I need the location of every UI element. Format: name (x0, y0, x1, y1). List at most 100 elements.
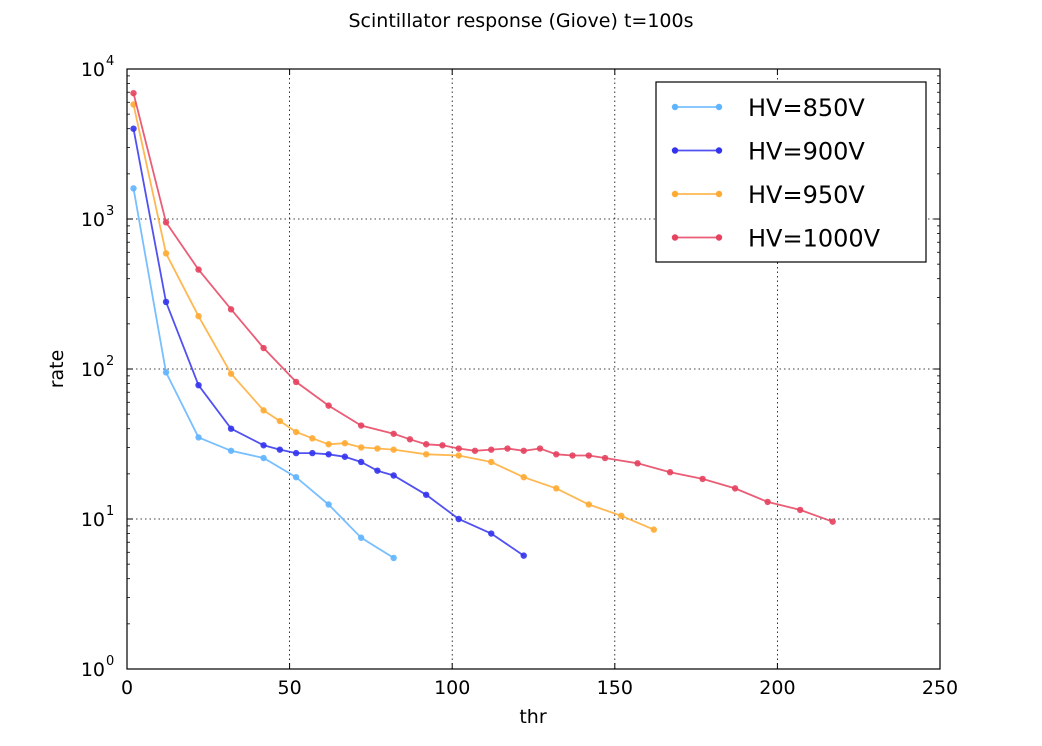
data-point (162, 219, 170, 226)
data-point (195, 381, 202, 389)
y-tick-exponent: 1 (106, 504, 114, 519)
legend-entry: HV=900V (671, 138, 865, 166)
data-point (471, 447, 479, 454)
data-point (422, 441, 430, 448)
legend-entry: HV=950V (671, 181, 865, 209)
legend-marker (671, 103, 679, 111)
data-point (666, 469, 674, 476)
legend-label: HV=950V (748, 181, 865, 209)
data-point (764, 498, 771, 506)
data-point (731, 485, 739, 492)
legend-entry: HV=850V (671, 94, 865, 122)
data-point (227, 425, 235, 432)
data-point (341, 440, 349, 447)
data-point (260, 454, 267, 462)
data-point (536, 445, 544, 452)
series-hv-950v (130, 101, 658, 533)
legend: HV=850V HV=900V HV=950V HV=1000V (655, 81, 927, 263)
y-tick-exponent: 0 (106, 654, 114, 669)
data-point (292, 473, 300, 481)
data-point (227, 447, 235, 454)
data-point (276, 417, 284, 425)
data-point (260, 407, 267, 414)
series-line (132, 188, 395, 559)
data-point (699, 475, 706, 483)
data-point (488, 530, 495, 537)
x-axis-label: thr (519, 706, 546, 728)
series-hv-1000v (130, 89, 836, 525)
data-point (601, 454, 609, 462)
data-point (455, 452, 462, 459)
x-tick-label: 100 (434, 677, 470, 699)
data-point (260, 344, 267, 352)
y-tick-exponent: 4 (106, 54, 114, 69)
data-point (162, 298, 170, 306)
series-hv-850v (130, 185, 397, 562)
data-point (520, 473, 527, 481)
data-point (455, 515, 462, 523)
legend-marker (715, 190, 723, 198)
data-point (553, 451, 560, 458)
data-point (650, 526, 658, 533)
data-point (553, 485, 560, 492)
data-point (406, 436, 414, 443)
data-point (796, 506, 804, 514)
y-tick-label: 10 (81, 209, 105, 231)
x-tick-label: 150 (597, 677, 633, 699)
data-point (292, 428, 300, 436)
data-point (195, 266, 202, 273)
data-point (325, 441, 332, 448)
data-point (390, 554, 397, 562)
legend-marker (715, 234, 723, 241)
data-point (227, 306, 235, 313)
data-point (488, 446, 495, 453)
data-point (357, 422, 365, 429)
data-point (390, 446, 397, 453)
data-point (390, 430, 397, 437)
data-point (260, 442, 267, 449)
data-point (374, 445, 381, 452)
data-point (325, 451, 332, 458)
data-point (455, 445, 462, 452)
data-point (390, 472, 397, 479)
data-point (569, 452, 576, 459)
data-point (618, 512, 625, 520)
data-point (520, 447, 527, 454)
data-point (162, 369, 170, 376)
x-tick-label: 50 (278, 677, 302, 699)
data-point (292, 378, 300, 386)
y-tick-label: 10 (81, 359, 105, 381)
chart-title: Scintillator response (Giove) t=100s (349, 10, 694, 32)
data-point (439, 442, 446, 449)
data-point (504, 445, 511, 452)
data-point (276, 446, 284, 453)
x-tick-label: 250 (922, 677, 958, 699)
series-line (132, 104, 655, 531)
data-point (341, 453, 349, 460)
data-point (585, 452, 592, 459)
data-point (374, 467, 381, 474)
legend-marker (715, 103, 723, 111)
y-tick-label: 10 (81, 659, 105, 681)
data-point (130, 125, 137, 132)
data-point (634, 460, 641, 467)
data-point (357, 534, 365, 541)
data-point (488, 458, 495, 466)
legend-marker (671, 190, 679, 198)
y-axis-label: rate (46, 350, 68, 389)
data-point (585, 501, 592, 508)
data-point (309, 449, 316, 457)
series-hv-900v (130, 125, 527, 559)
legend-label: HV=850V (748, 94, 865, 122)
data-point (195, 434, 202, 441)
legend-entry: HV=1000V (671, 225, 881, 253)
data-point (227, 370, 235, 377)
legend-marker (671, 234, 679, 241)
data-point (195, 312, 202, 320)
y-tick-exponent: 3 (106, 204, 114, 219)
data-point (309, 435, 316, 442)
y-tick-exponent: 2 (106, 354, 114, 369)
x-tick-label: 0 (121, 677, 133, 699)
y-tick-label: 10 (81, 509, 105, 531)
